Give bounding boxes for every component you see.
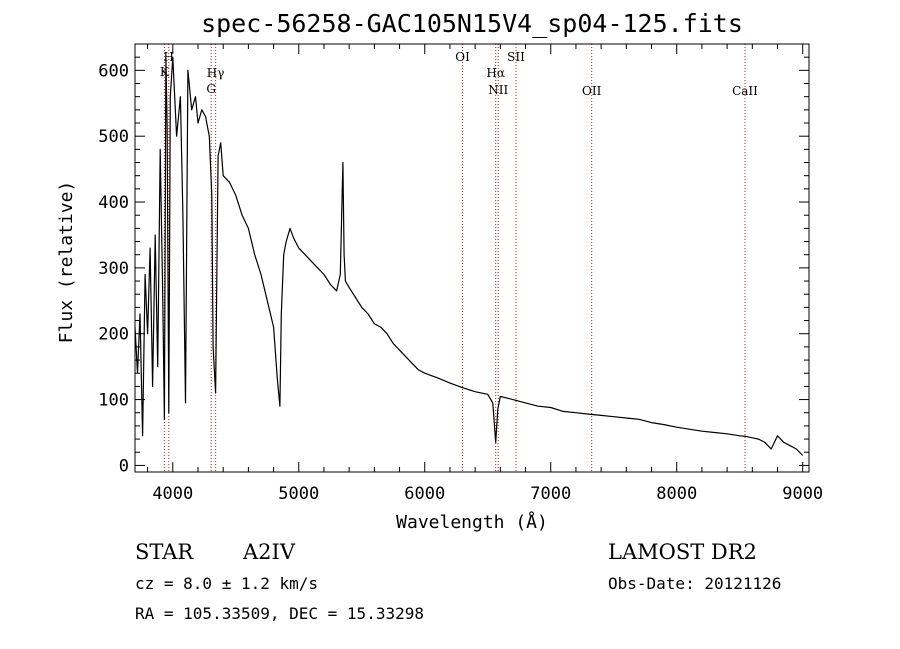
- coordinates-text: RA = 105.33509, DEC = 15.33298: [135, 604, 424, 623]
- y-axis-label: Flux (relative): [56, 181, 77, 344]
- line-marker-label: OI: [455, 50, 470, 64]
- line-marker-label: Hα: [486, 66, 505, 80]
- y-tick-label: 300: [98, 259, 129, 279]
- line-marker-label: CaII: [732, 84, 758, 98]
- x-tick-label: 8000: [656, 484, 697, 504]
- x-tick-label: 6000: [404, 484, 445, 504]
- survey-label: LAMOST DR2: [608, 540, 757, 564]
- obs-date-text: Obs-Date: 20121126: [608, 574, 781, 593]
- x-axis-ticks: 4000 5000 6000 7000 8000 9000: [147, 44, 823, 504]
- x-tick-label: 5000: [278, 484, 319, 504]
- spectrum-line: [134, 56, 804, 456]
- x-tick-label: 7000: [530, 484, 571, 504]
- y-tick-label: 500: [98, 127, 129, 147]
- line-marker-label: OII: [582, 84, 602, 98]
- line-marker-label: K: [160, 65, 170, 79]
- y-tick-label: 100: [98, 391, 129, 411]
- line-marker-label: Hγ: [207, 66, 225, 80]
- line-marker-label: H: [164, 50, 174, 64]
- object-subclass: A2IV: [242, 540, 296, 564]
- object-class: STAR: [135, 540, 194, 564]
- y-axis-ticks: 0 100 200 300 400 500 600: [98, 56, 809, 476]
- line-markers: HK Hγ G OI Hα NII SII OII CaII: [160, 44, 758, 472]
- redshift-text: cz = 8.0 ± 1.2 km/s: [135, 574, 318, 593]
- y-tick-label: 0: [119, 456, 129, 476]
- x-tick-label: 4000: [152, 484, 193, 504]
- x-tick-label: 9000: [782, 484, 823, 504]
- chart-title: spec-56258-GAC105N15V4_sp04-125.fits: [201, 9, 743, 38]
- line-marker-label: NII: [488, 83, 508, 97]
- x-axis-label: Wavelength (Å): [396, 511, 548, 533]
- plot-frame: [134, 43, 810, 473]
- spectrum-series: [134, 56, 804, 456]
- line-marker-label: SII: [507, 50, 525, 64]
- y-tick-label: 200: [98, 325, 129, 345]
- line-marker-label: G: [206, 82, 216, 96]
- y-tick-label: 600: [98, 61, 129, 81]
- y-tick-label: 400: [98, 193, 129, 213]
